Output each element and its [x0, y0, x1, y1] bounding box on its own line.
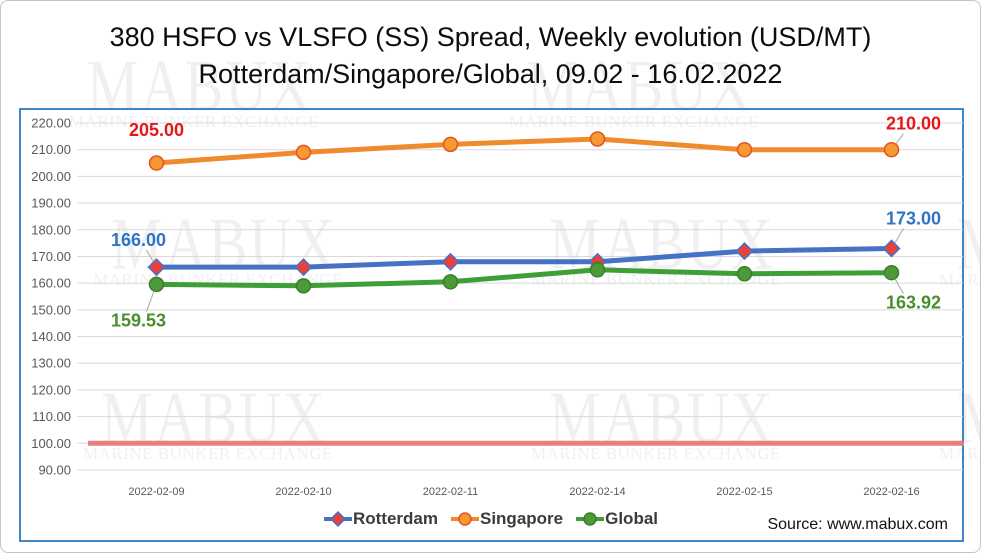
leader-line	[894, 278, 904, 294]
leader-line	[146, 249, 154, 262]
series-line-rotterdam	[154, 246, 894, 270]
y-tick-label: 130.00	[31, 356, 71, 371]
legend-label: Rotterdam	[352, 509, 438, 528]
data-point-singapore	[295, 144, 312, 161]
legend-label: Singapore	[479, 509, 564, 528]
series-line-global	[154, 267, 894, 289]
y-tick-label: 90.00	[38, 463, 71, 478]
data-label-rotterdam: 173.00	[886, 208, 941, 228]
y-tick-label: 140.00	[31, 329, 71, 344]
data-point-rotterdam	[147, 258, 166, 277]
leader-line	[895, 133, 904, 145]
legend-label: Global	[605, 509, 659, 528]
data-point-rotterdam	[735, 242, 754, 261]
legend-key-rotterdam	[323, 510, 352, 528]
data-point-singapore	[148, 155, 165, 171]
x-tick-label: 2022-02-14	[569, 486, 625, 498]
chart-subtitle: Rotterdam/Singapore/Global, 09.02 - 16.0…	[198, 59, 783, 89]
y-tick-label: 150.00	[31, 302, 71, 317]
data-point-global	[589, 262, 606, 278]
data-point-singapore	[883, 141, 900, 158]
data-label-global: 159.53	[111, 310, 166, 330]
y-tick-label: 210.00	[31, 142, 71, 157]
data-point-global	[736, 266, 753, 282]
y-tick-label: 180.00	[31, 222, 71, 237]
legend-marker-singapore	[458, 512, 472, 526]
leader-line	[894, 228, 904, 243]
data-label-singapore: 205.00	[129, 120, 184, 140]
data-point-singapore	[736, 141, 753, 158]
source-note: Source: www.mabux.com	[767, 516, 948, 533]
data-point-global	[295, 278, 312, 294]
y-tick-label: 200.00	[31, 169, 71, 184]
leader-line	[146, 290, 155, 312]
y-tick-label: 220.00	[31, 116, 71, 131]
y-tick-label: 100.00	[31, 436, 71, 451]
legend-key-singapore	[450, 512, 479, 526]
legend-item-singapore: Singapore	[450, 508, 563, 530]
data-point-rotterdam	[294, 258, 313, 277]
y-tick-label: 110.00	[32, 409, 71, 424]
data-point-global	[883, 264, 900, 281]
data-point-rotterdam	[441, 252, 460, 271]
y-tick-label: 190.00	[31, 196, 71, 211]
legend-item-global: Global	[575, 508, 658, 530]
chart-frame	[19, 108, 964, 542]
data-point-rotterdam	[882, 239, 901, 258]
legend-marker-global	[583, 512, 597, 526]
x-tick-label: 2022-02-11	[423, 486, 478, 498]
x-tick-label: 2022-02-09	[128, 486, 184, 498]
legend: Rotterdam Singapore Global	[1, 508, 980, 530]
x-tick-label: 2022-02-16	[863, 486, 919, 498]
y-tick-label: 170.00	[31, 249, 71, 264]
data-label-singapore: 210.00	[886, 114, 941, 134]
data-label-global: 163.92	[886, 293, 941, 313]
chart-title: 380 HSFO vs VLSFO (SS) Spread, Weekly ev…	[109, 22, 872, 52]
data-point-global	[148, 276, 165, 293]
data-point-singapore	[442, 136, 459, 153]
data-point-singapore	[589, 131, 606, 147]
legend-marker-rotterdam	[329, 510, 347, 528]
series-line-singapore	[154, 136, 894, 166]
y-tick-label: 120.00	[31, 382, 71, 397]
y-tick-label: 160.00	[31, 276, 71, 291]
legend-item-rotterdam: Rotterdam	[323, 508, 438, 530]
x-tick-label: 2022-02-15	[716, 486, 772, 498]
data-label-rotterdam: 166.00	[111, 230, 166, 250]
x-tick-label: 2022-02-10	[275, 486, 331, 498]
legend-key-global	[576, 512, 605, 526]
data-point-global	[442, 274, 459, 290]
